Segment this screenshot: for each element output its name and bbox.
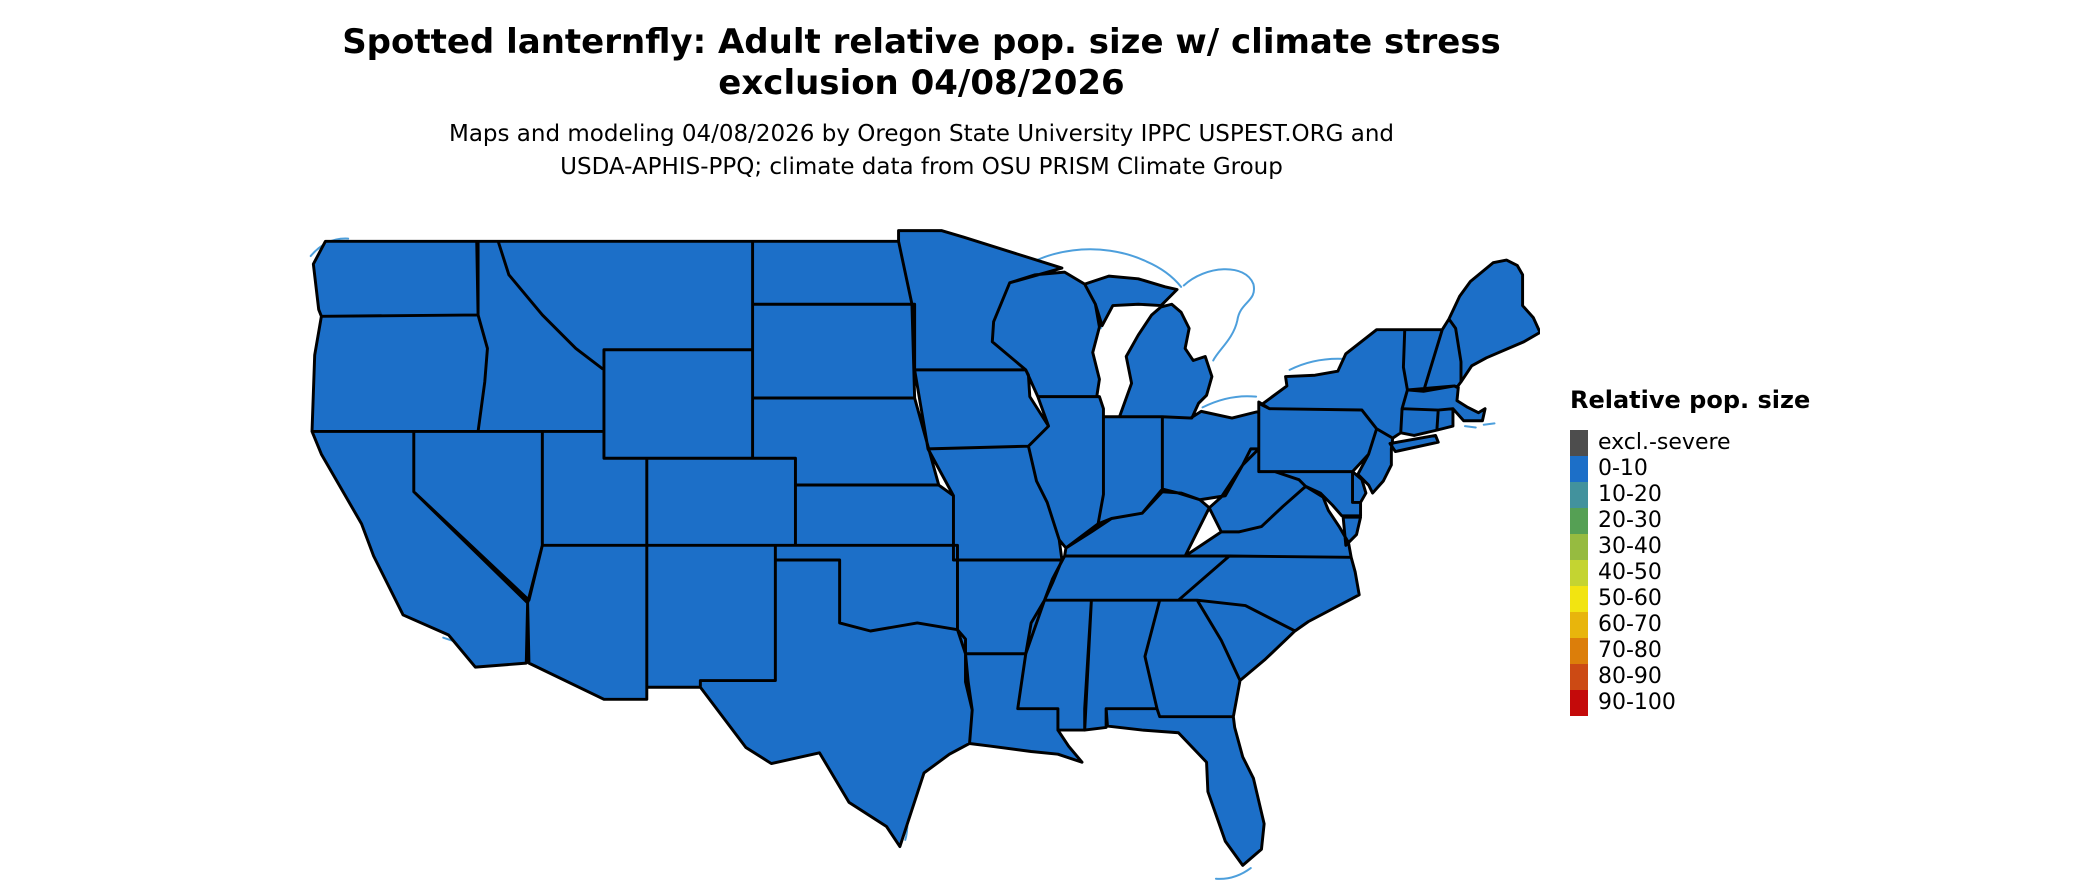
- legend-swatch: [1570, 508, 1588, 534]
- page-header: Spotted lanternfly: Adult relative pop. …: [0, 22, 1843, 105]
- legend: Relative pop. size excl.-severe 0-10 10-…: [1570, 386, 1870, 716]
- legend-item: 50-60: [1570, 586, 1870, 612]
- legend-title: Relative pop. size: [1570, 386, 1811, 414]
- legend-swatch: [1570, 430, 1588, 456]
- legend-item-label: 20-30: [1598, 508, 1662, 533]
- map-attribution: Maps and modeling 04/08/2026 by Oregon S…: [0, 118, 1843, 185]
- us-choropleth-map: [308, 221, 1540, 891]
- page-title: Spotted lanternfly: Adult relative pop. …: [0, 22, 1843, 105]
- legend-swatch: [1570, 586, 1588, 612]
- legend-swatch: [1570, 664, 1588, 690]
- legend-item-label: 30-40: [1598, 534, 1662, 559]
- legend-rows: excl.-severe 0-10 10-20 20-30 30-40 40-5…: [1570, 430, 1870, 716]
- legend-item: 60-70: [1570, 612, 1870, 638]
- legend-item-label: 60-70: [1598, 612, 1662, 637]
- legend-item: 90-100: [1570, 690, 1870, 716]
- legend-item: 0-10: [1570, 456, 1870, 482]
- states-shapes: [310, 229, 1540, 867]
- title-line-1: Spotted lanternfly: Adult relative pop. …: [342, 22, 1501, 62]
- legend-item-label: 70-80: [1598, 638, 1662, 663]
- legend-item-label: 10-20: [1598, 482, 1662, 507]
- legend-swatch: [1570, 690, 1588, 716]
- legend-swatch: [1570, 456, 1588, 482]
- legend-swatch: [1570, 612, 1588, 638]
- legend-item-label: 40-50: [1598, 560, 1662, 585]
- legend-item-label: 0-10: [1598, 456, 1648, 481]
- legend-swatch: [1570, 482, 1588, 508]
- legend-item: excl.-severe: [1570, 430, 1870, 456]
- attribution-line-1: Maps and modeling 04/08/2026 by Oregon S…: [448, 121, 1395, 147]
- legend-item: 30-40: [1570, 534, 1870, 560]
- legend-item: 80-90: [1570, 664, 1870, 690]
- legend-swatch: [1570, 534, 1588, 560]
- title-line-2: exclusion 04/08/2026: [718, 63, 1125, 104]
- legend-item: 10-20: [1570, 482, 1870, 508]
- legend-item: 70-80: [1570, 638, 1870, 664]
- attribution-line-2: USDA-APHIS-PPQ; climate data from OSU PR…: [560, 154, 1283, 181]
- legend-item-label: excl.-severe: [1598, 430, 1731, 455]
- legend-swatch: [1570, 560, 1588, 586]
- map-svg: [309, 229, 1540, 880]
- legend-swatch: [1570, 638, 1588, 664]
- legend-item: 20-30: [1570, 508, 1870, 534]
- legend-item-label: 90-100: [1598, 690, 1676, 715]
- legend-item-label: 50-60: [1598, 586, 1662, 611]
- legend-item: 40-50: [1570, 560, 1870, 586]
- legend-item-label: 80-90: [1598, 664, 1662, 689]
